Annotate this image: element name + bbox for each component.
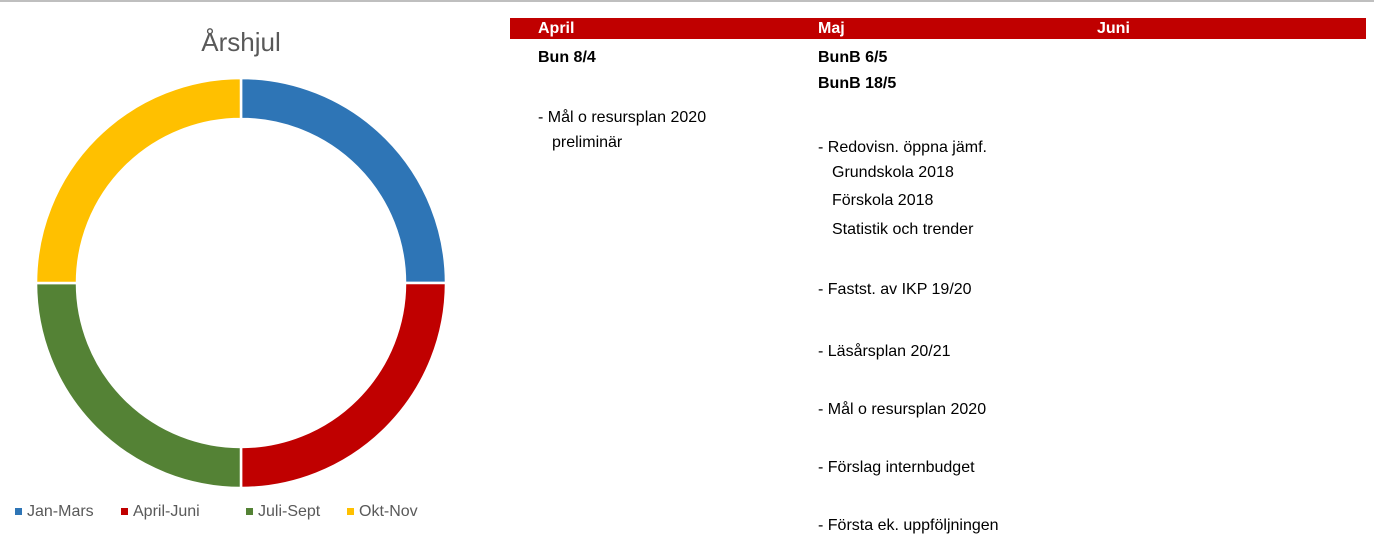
slice	[34, 281, 243, 490]
cell: preliminär	[552, 134, 623, 151]
cell: - Fastst. av IKP 19/20	[818, 281, 972, 298]
legend-label: Jan-Mars	[27, 503, 94, 520]
cell: - Redovisn. öppna jämf.	[818, 139, 987, 156]
legend-label: Okt-Nov	[359, 503, 418, 520]
legend-swatch	[347, 508, 354, 515]
legend-swatch	[246, 508, 253, 515]
legend-label: April-Juni	[133, 503, 200, 520]
cell: Statistik och trender	[832, 221, 974, 238]
cell: - Förslag internbudget	[818, 459, 975, 476]
cell: Förskola 2018	[832, 192, 934, 209]
chart: Årshjul Jan-Mars April-Juni Juli-Sept Okt-N…	[15, 27, 448, 520]
chart-title: Årshjul	[201, 27, 280, 57]
header-bar	[510, 18, 1366, 39]
cell: BunB 18/5	[818, 75, 897, 92]
sheet-border	[0, 0, 1374, 2]
legend-swatch	[15, 508, 22, 515]
cell: - Första ek. uppföljningen	[818, 517, 999, 534]
cell: - Mål o resursplan 2020	[538, 109, 707, 126]
cell: - Mål o resursplan 2020	[818, 401, 987, 418]
legend-label: Juli-Sept	[258, 503, 321, 520]
cell: BunB 6/5	[818, 49, 888, 66]
cell: Grundskola 2018	[832, 164, 954, 181]
cell: Bun 8/4	[538, 49, 596, 66]
legend-swatch	[121, 508, 128, 515]
slice	[239, 76, 448, 285]
slice	[239, 281, 448, 490]
column-header: Maj	[818, 20, 845, 37]
slice	[34, 76, 243, 285]
cell: - Läsårsplan 20/21	[818, 343, 951, 360]
column-header: Juni	[1097, 20, 1130, 37]
column-header: April	[538, 20, 575, 37]
